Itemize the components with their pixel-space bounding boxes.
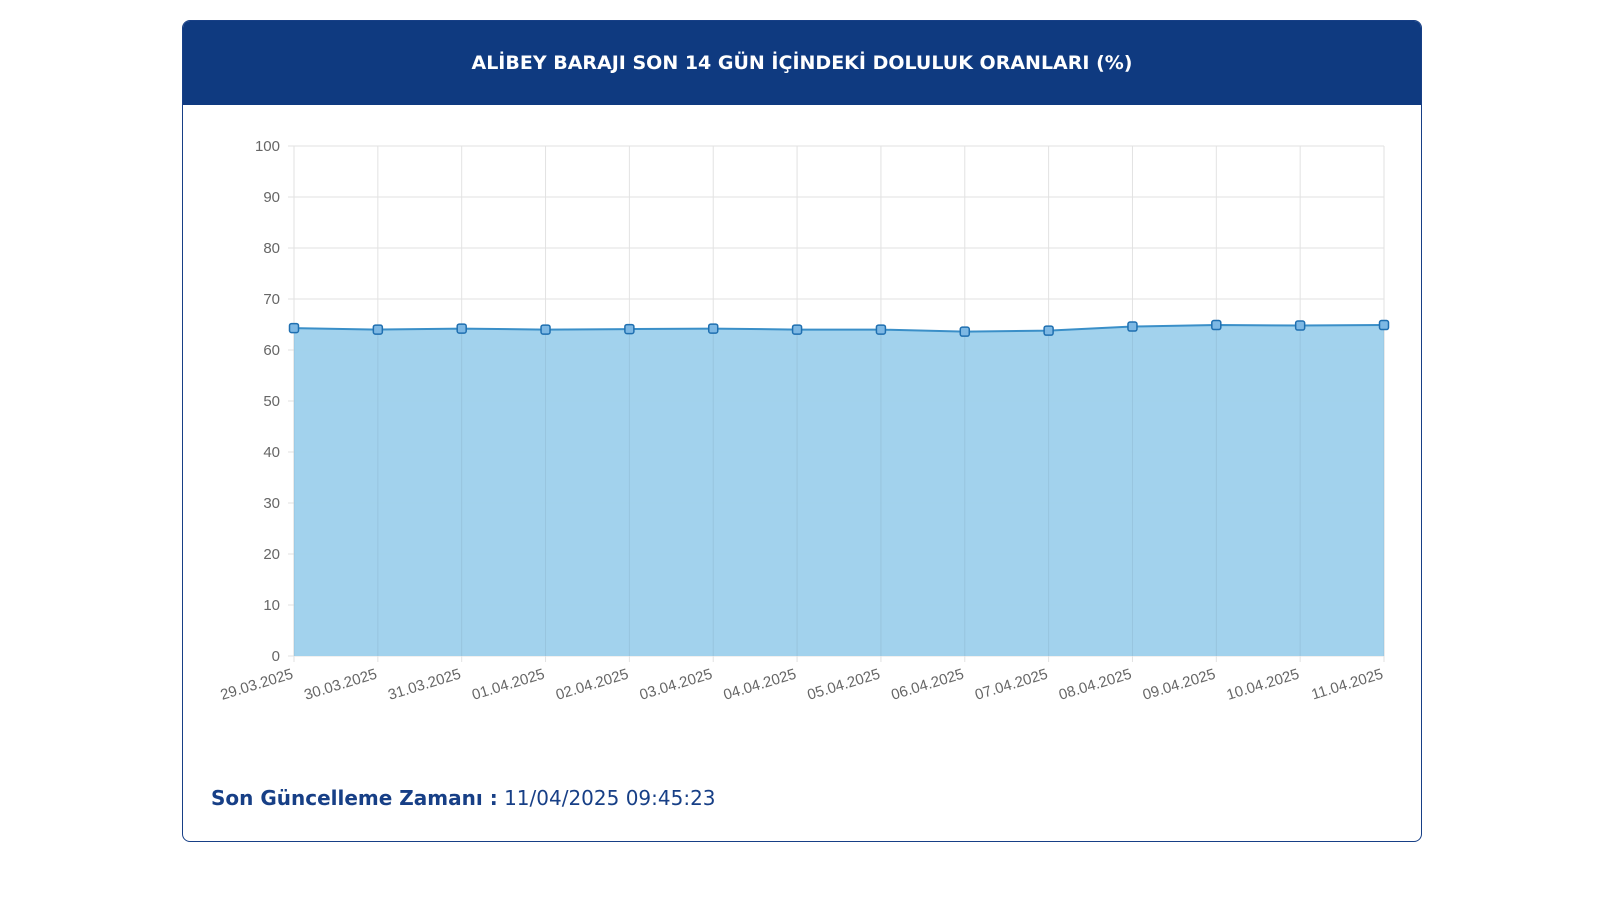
y-tick-label: 50 <box>263 393 280 410</box>
point <box>791 324 803 335</box>
area <box>294 325 1384 656</box>
y-tick-label: 70 <box>263 291 280 308</box>
point <box>372 324 384 335</box>
point <box>288 322 300 334</box>
y-tick-label: 80 <box>263 240 280 257</box>
y-tick-label: 90 <box>263 189 280 206</box>
point <box>959 326 971 337</box>
update-value: 11/04/2025 09:45:23 <box>504 786 716 810</box>
chart-title: ALİBEY BARAJI SON 14 GÜN İÇİNDEKİ DOLULU… <box>183 21 1421 105</box>
y-tick-label: 100 <box>255 138 280 155</box>
y-tick-label: 60 <box>263 342 280 359</box>
point <box>1127 321 1138 332</box>
y-tick-label: 30 <box>263 495 280 512</box>
point <box>1043 325 1054 336</box>
line <box>293 324 1385 333</box>
point <box>624 323 635 335</box>
update-time: Son Güncelleme Zamanı : 11/04/2025 09:45… <box>211 786 716 810</box>
point <box>707 323 719 334</box>
point <box>540 324 551 335</box>
card: ALİBEY BARAJI SON 14 GÜN İÇİNDEKİ DOLULU… <box>182 20 1422 842</box>
point <box>1378 319 1390 331</box>
y-tick-label: 0 <box>272 648 280 665</box>
point <box>1211 319 1222 331</box>
point <box>1294 320 1306 331</box>
point <box>456 323 467 334</box>
y-tick-label: 40 <box>263 444 280 461</box>
y-tick-label: 10 <box>263 597 280 614</box>
update-label: Son Güncelleme Zamanı : <box>211 786 498 810</box>
y-tick-label: 20 <box>263 546 280 563</box>
point <box>875 324 887 335</box>
